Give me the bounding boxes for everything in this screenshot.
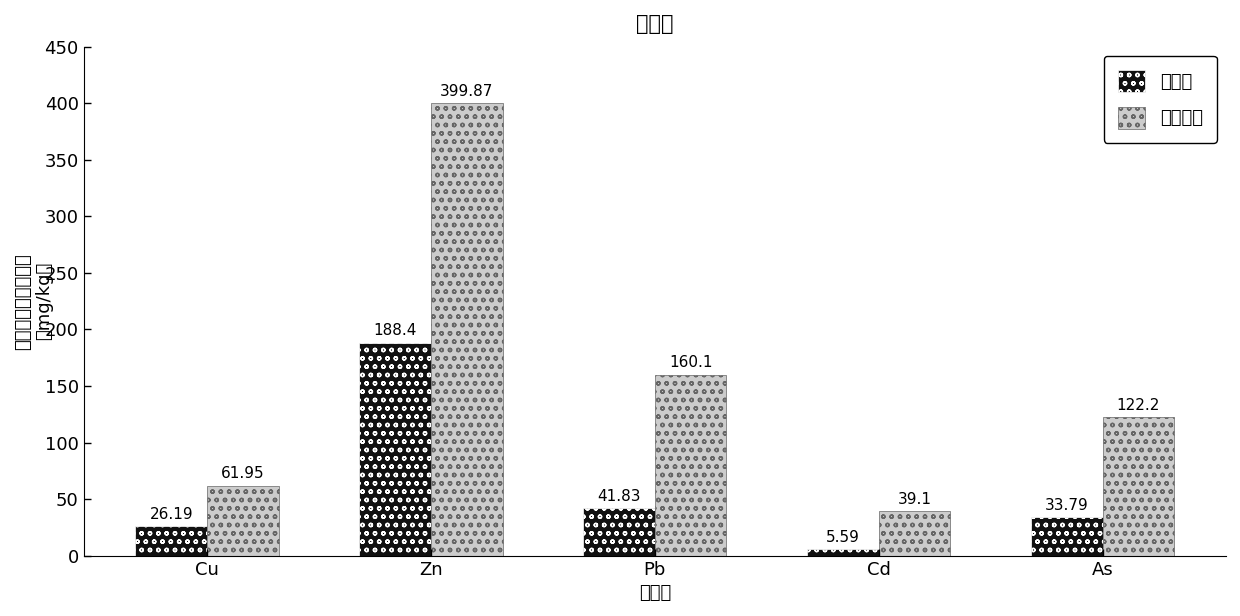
Text: 5.59: 5.59	[826, 530, 859, 545]
Text: 160.1: 160.1	[668, 355, 712, 370]
Text: 33.79: 33.79	[1045, 498, 1089, 513]
X-axis label: 重金属: 重金属	[639, 584, 671, 602]
Bar	[1030, 517, 1102, 556]
Text: 188.4: 188.4	[373, 323, 417, 338]
Text: 61.95: 61.95	[221, 466, 264, 481]
Y-axis label: 黄姜中重金属的含量
（mg/kg）: 黄姜中重金属的含量 （mg/kg）	[14, 253, 52, 349]
Bar	[1102, 418, 1174, 556]
Legend: 黄姜根, 黄姜须根: 黄姜根, 黄姜须根	[1104, 55, 1218, 143]
Text: 122.2: 122.2	[1117, 398, 1161, 413]
Text: 41.83: 41.83	[598, 489, 641, 504]
Bar	[879, 511, 950, 556]
Text: 39.1: 39.1	[898, 492, 931, 507]
Bar	[360, 342, 432, 556]
Text: 26.19: 26.19	[150, 506, 193, 522]
Bar	[807, 549, 879, 556]
Bar	[135, 526, 207, 556]
Bar	[655, 375, 727, 556]
Bar	[432, 103, 502, 556]
Text: 399.87: 399.87	[440, 84, 494, 99]
Bar	[207, 485, 279, 556]
Bar	[583, 508, 655, 556]
Title: 成熟期: 成熟期	[636, 14, 673, 34]
